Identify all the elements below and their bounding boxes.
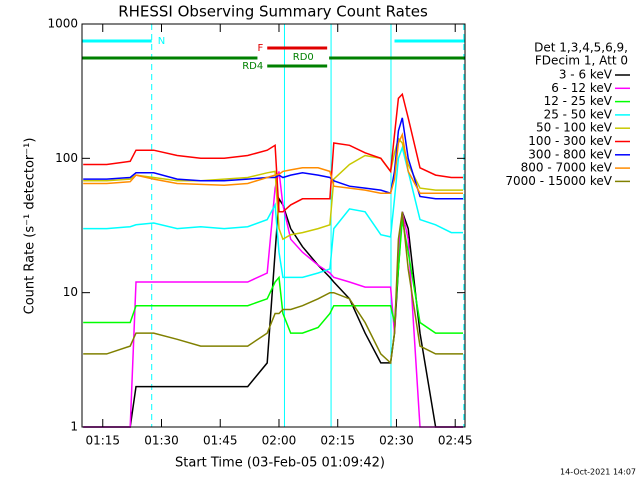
state-label: N [158, 36, 165, 47]
x-tick-label: 02:30 [379, 434, 414, 448]
chart-title: RHESSI Observing Summary Count Rates [118, 3, 428, 21]
y-tick-label: 10 [63, 285, 78, 299]
legend-label: 6 - 12 keV [551, 81, 613, 95]
series-line [83, 145, 463, 279]
legend-label: 800 - 7000 keV [521, 161, 613, 175]
legend-header: FDecim 1, Att 0 [535, 54, 628, 68]
series-line [83, 211, 463, 365]
state-label: RD0 [293, 52, 314, 63]
legend-header: Det 1,3,4,5,6,9, [534, 41, 628, 55]
state-label: RD4 [242, 61, 263, 72]
x-tick-label: 02:00 [262, 434, 297, 448]
legend-label: 300 - 800 keV [528, 147, 612, 161]
legend-label: 3 - 6 keV [559, 68, 613, 82]
x-tick-label: 01:15 [85, 434, 120, 448]
state-label: F [257, 43, 263, 54]
x-tick-label: 02:45 [438, 434, 473, 448]
legend-label: 25 - 50 keV [544, 107, 613, 121]
legend-label: 12 - 25 keV [544, 94, 613, 108]
y-tick-label: 1 [70, 420, 78, 434]
x-tick-label: 01:45 [203, 434, 238, 448]
legend-label: 100 - 300 keV [528, 134, 612, 148]
x-tick-label: 02:15 [320, 434, 355, 448]
series-line [83, 92, 463, 213]
legend-label: 50 - 100 keV [536, 121, 613, 135]
series-line [83, 117, 463, 200]
plot-frame [81, 23, 466, 428]
y-tick-label: 1000 [47, 17, 78, 31]
x-axis-label: Start Time (03-Feb-05 01:09:42) [175, 456, 385, 471]
series-line [83, 137, 463, 241]
legend-label: 7000 - 15000 keV [505, 174, 612, 188]
series-line [83, 196, 463, 428]
footer: 14-Oct-2021 14:07 [560, 468, 636, 477]
series-line [83, 132, 463, 194]
y-tick-label: 100 [55, 151, 78, 165]
x-tick-label: 01:30 [144, 434, 179, 448]
y-axis-label: Count Rate (s⁻¹ detector⁻¹) [23, 138, 38, 315]
